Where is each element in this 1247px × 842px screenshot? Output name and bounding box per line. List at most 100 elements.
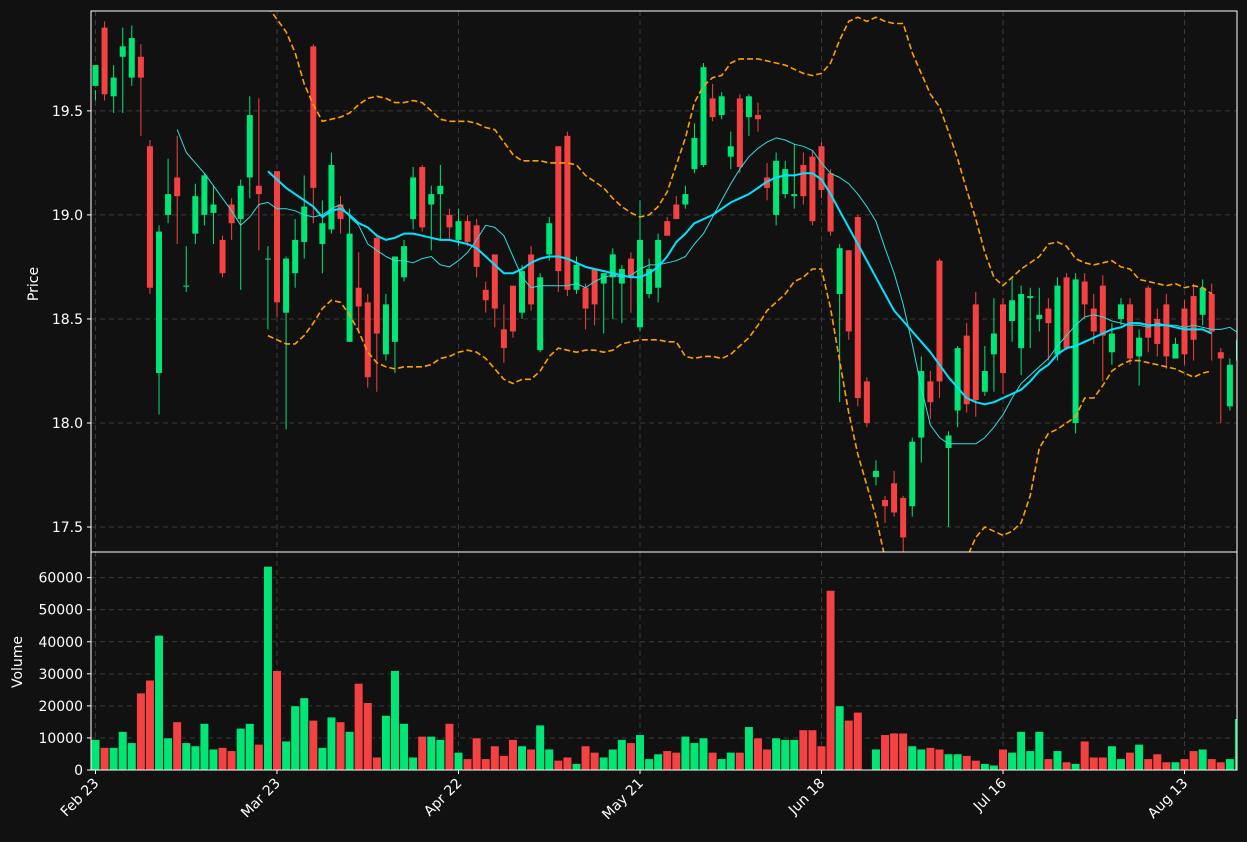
volume-tick-label: 20000 [38,699,83,715]
volume-bar [971,760,981,770]
volume-tick-label: 30000 [38,667,83,683]
volume-bar [626,742,636,770]
volume-bar [953,753,963,770]
volume-bar [571,763,582,770]
volume-bar [853,711,863,770]
candle-body [909,441,916,507]
volume-bar [1016,731,1026,770]
volume-bar [744,726,754,770]
candle-body [945,435,952,448]
sma-fast-line [176,129,1237,445]
volume-bar [1207,758,1217,770]
candle-body [664,221,671,236]
volume-bar [662,750,672,770]
candle-body [292,239,299,274]
candle-body [464,221,471,242]
volume-bar [372,756,382,770]
candle-body [981,370,988,392]
volume-bar [580,745,591,770]
candle-body [1208,293,1215,332]
volume-bar [109,747,119,770]
volume-tick-label: 60000 [38,571,83,587]
bollinger-upper-line [269,11,1213,295]
candle-body [573,264,580,290]
volume-bar [499,755,509,770]
volume-bar [871,748,881,770]
volume-bar [1071,763,1081,770]
volume-bar [381,715,391,770]
price-candles [92,21,1237,552]
volume-bar [916,748,926,770]
volume-bar [798,729,808,770]
candle-body [264,258,271,260]
volume-bar [925,747,935,770]
candle-body [228,204,235,224]
volume-bar [1098,756,1108,770]
volume-bar [726,752,736,770]
volume-bar [281,740,291,770]
candle-body [627,258,634,278]
candle-body [373,237,380,334]
volume-bar [980,763,990,770]
volume-bar [825,590,836,770]
candle-body [1018,293,1025,349]
volume-bar [762,748,772,770]
volume-bar [617,739,627,770]
candle-body [101,27,108,95]
candle-body [791,194,798,197]
candle-body [891,483,898,513]
volume-bar [290,705,300,770]
candle-body [519,271,526,313]
volume-bar [462,758,473,770]
volume-bar [363,702,373,770]
volume-bar [1216,761,1226,770]
volume-bar [390,670,400,770]
candle-body [1099,285,1106,336]
candle-body [800,164,807,197]
candle-body [319,223,326,245]
volume-bar [717,758,727,770]
volume-bar [907,745,917,770]
volume-bar [91,739,101,770]
volume-bar [472,737,482,770]
volume-bar [1234,718,1237,770]
candle-body [1045,308,1052,324]
candle-body [1163,304,1170,357]
volume-bar [254,744,264,770]
volume-bar [553,760,563,770]
volume-bar [880,734,890,770]
candle-body [283,258,290,313]
candle-body [128,38,135,78]
candle-body [745,96,752,118]
candle-body [1009,300,1016,322]
volume-bar [444,723,455,770]
candle-body [1054,285,1061,355]
volume-bar [535,724,545,770]
candle-body [391,256,398,342]
candle-body [646,269,653,294]
candle-body [709,98,716,118]
candle-body [1199,287,1206,315]
candle-body [110,77,117,97]
volume-bar [118,731,128,770]
volume-bar [608,748,618,770]
volume-bar [1152,753,1162,770]
volume-bar [1007,752,1017,770]
indicator-lines [176,11,1237,552]
volume-bar [399,723,409,770]
candle-body [718,96,725,116]
candle-body [364,302,371,378]
candle-body [137,56,144,78]
volume-bar [263,566,273,770]
candle-body [773,160,780,215]
volume-bar [671,752,681,770]
candle-body [918,370,925,438]
volume-bar [689,742,700,770]
volume-bar [1143,758,1153,770]
volume-bar [780,739,790,770]
volume-bar [835,705,845,770]
volume-bar [1052,750,1063,770]
volume-bar [317,747,327,770]
